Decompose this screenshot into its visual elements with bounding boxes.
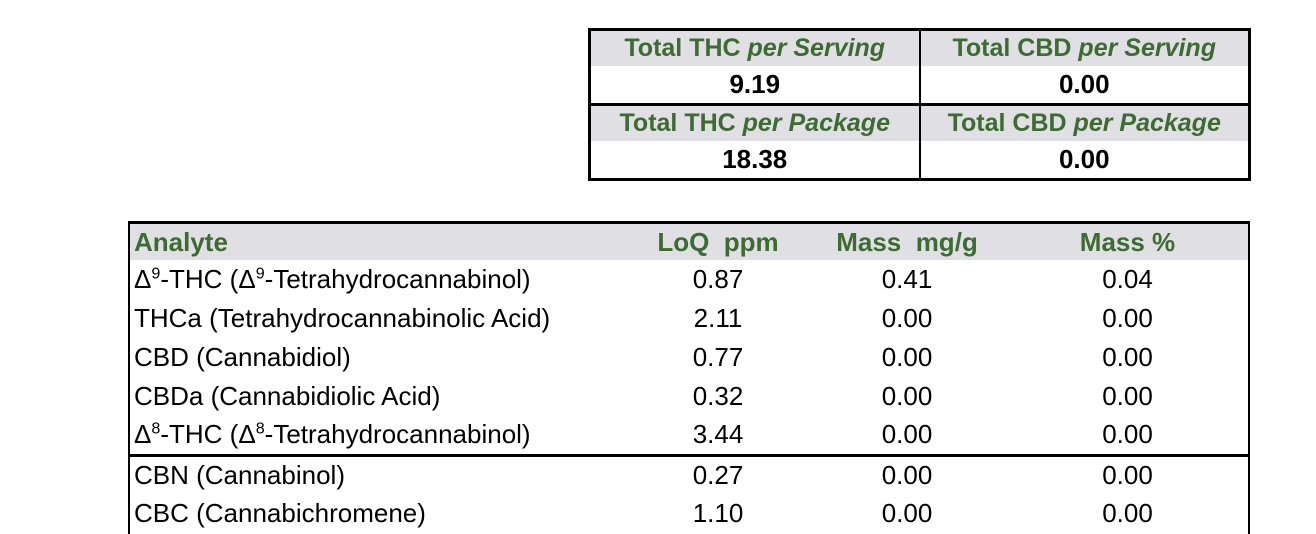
total-cbd-label: Total CBD (947, 108, 1074, 137)
mass-mgg-value: 0.41 (881, 264, 933, 294)
analyte-name: Δ8-THC (Δ8-Tetrahydrocannabinol) (130, 416, 629, 457)
per-serving-qualifier: per Serving (1078, 33, 1216, 62)
analyte-name: Δ9-THC (Δ9-Tetrahydrocannabinol) (130, 260, 629, 299)
analyte-name: CBDa (Cannabidiolic Acid) (130, 377, 629, 416)
analyte-name-text: -THC (Δ (160, 419, 256, 450)
analyte-name-text: CBN (Cannabinol) (134, 459, 345, 490)
mass-mgg-value: 0.00 (881, 459, 933, 490)
mass-mgg-column-header: Mass mg/g (807, 224, 1007, 260)
total-thc-per-package-header: Total THC per Package (589, 103, 921, 141)
table-row: CBN (Cannabinol) 0.27 0.00 0.00 (130, 455, 1248, 494)
superscript: 9 (255, 264, 265, 283)
totals-serving-header-row: Total THC per Serving Total CBD per Serv… (589, 29, 1250, 66)
superscript: 8 (255, 419, 265, 438)
per-package-qualifier: per Package (1073, 108, 1221, 137)
totals-package-header-row: Total THC per Package Total CBD per Pack… (589, 103, 1250, 141)
total-cbd-per-package-header: Total CBD per Package (919, 103, 1250, 141)
totals-serving-value-row: 9.19 0.00 (589, 65, 1250, 105)
mass-pct-value: 0.00 (1102, 498, 1153, 528)
table-row: Δ9-THC (Δ9-Tetrahydrocannabinol) 0.87 0.41… (130, 260, 1248, 299)
analyte-name-text: Δ (134, 419, 152, 450)
totals-summary-table: Total THC per Serving Total CBD per Serv… (588, 28, 1251, 181)
mass-mgg-value: 0.00 (881, 498, 933, 528)
mass-pct-value: 0.00 (1102, 381, 1153, 411)
table-row: CBDa (Cannabidiolic Acid) 0.32 0.00 0.00 (130, 377, 1248, 416)
mass-mgg-value: 0.00 (881, 303, 933, 333)
mass-mgg-value: 0.00 (881, 381, 933, 411)
loq-ppm-value: 0.32 (692, 381, 744, 411)
analyte-name-text: CBDa (Cannabidiolic Acid) (134, 381, 441, 411)
analyte-name-text: CBD (Cannabidiol) (134, 342, 351, 372)
analyte-name: CBC (Cannabichromene) (130, 494, 629, 533)
total-cbd-label: Total CBD (952, 33, 1079, 62)
analyte-name-text: CBC (Cannabichromene) (134, 498, 426, 528)
table-row: THCa (Tetrahydrocannabinolic Acid) 2.11 0.… (130, 299, 1248, 338)
analyte-name: THCa (Tetrahydrocannabinolic Acid) (130, 299, 629, 338)
superscript: 9 (151, 264, 161, 283)
loq-ppm-value: 1.10 (692, 498, 744, 528)
loq-ppm-value: 0.27 (692, 459, 744, 490)
analyte-name-text: -Tetrahydrocannabinol) (264, 419, 531, 450)
analyte-name-text: THCa (Tetrahydrocannabinolic Acid) (134, 303, 551, 333)
total-thc-per-serving-value: 9.19 (589, 65, 921, 105)
mass-mgg-value: 0.00 (807, 416, 1007, 457)
table-row: CBD (Cannabidiol) 0.77 0.00 0.00 (130, 338, 1248, 377)
table-row: CBC (Cannabichromene) 1.10 0.00 0.00 (130, 494, 1248, 533)
total-thc-label: Total THC (624, 33, 748, 62)
total-cbd-per-serving-header: Total CBD per Serving (919, 29, 1250, 66)
loq-ppm-value: 3.44 (629, 416, 807, 457)
per-package-qualifier: per Package (742, 108, 890, 137)
totals-package-value-row: 18.38 0.00 (589, 140, 1250, 180)
analyte-name: CBD (Cannabidiol) (130, 338, 629, 377)
analyte-table-body: Δ9-THC (Δ9-Tetrahydrocannabinol) 0.87 0.41… (130, 260, 1248, 533)
mass-mgg-value: 0.00 (881, 342, 933, 372)
loq-ppm-value: 0.77 (692, 342, 744, 372)
analyte-name: CBN (Cannabinol) (130, 455, 629, 494)
mass-pct-value: 0.00 (1102, 342, 1153, 372)
total-thc-per-serving-header: Total THC per Serving (589, 29, 921, 66)
loq-ppm-value: 2.11 (693, 303, 743, 333)
total-cbd-per-serving-value: 0.00 (1058, 68, 1110, 99)
analyte-name-text: Δ (134, 264, 152, 294)
loq-ppm-value: 0.87 (692, 264, 744, 294)
analyte-name-text: -THC (Δ (160, 264, 256, 294)
mass-pct-column-header: Mass % (1007, 224, 1248, 260)
mass-pct-value: 0.00 (1102, 303, 1153, 333)
analyte-results-table-container: Analyte LoQ ppm Mass mg/g Mass % Δ9-THC … (128, 221, 1250, 534)
total-cbd-per-package-value: 0.00 (1058, 143, 1110, 174)
table-row: Δ8-THC (Δ8-Tetrahydrocannabinol) 3.44 0.00… (130, 416, 1248, 457)
total-thc-per-package-value: 18.38 (589, 140, 921, 180)
mass-pct-value: 0.00 (1007, 416, 1248, 457)
loq-ppm-column-header: LoQ ppm (629, 224, 807, 260)
mass-pct-value: 0.00 (1102, 459, 1153, 490)
analyte-header-row: Analyte LoQ ppm Mass mg/g Mass % (130, 224, 1248, 260)
superscript: 8 (151, 419, 161, 438)
analyte-name-text: -Tetrahydrocannabinol) (264, 264, 531, 294)
mass-pct-value: 0.04 (1102, 264, 1153, 294)
per-serving-qualifier: per Serving (747, 33, 886, 62)
analyte-column-header: Analyte (130, 224, 629, 260)
total-thc-label: Total THC (619, 108, 743, 137)
analyte-results-table: Analyte LoQ ppm Mass mg/g Mass % Δ9-THC … (130, 224, 1248, 533)
